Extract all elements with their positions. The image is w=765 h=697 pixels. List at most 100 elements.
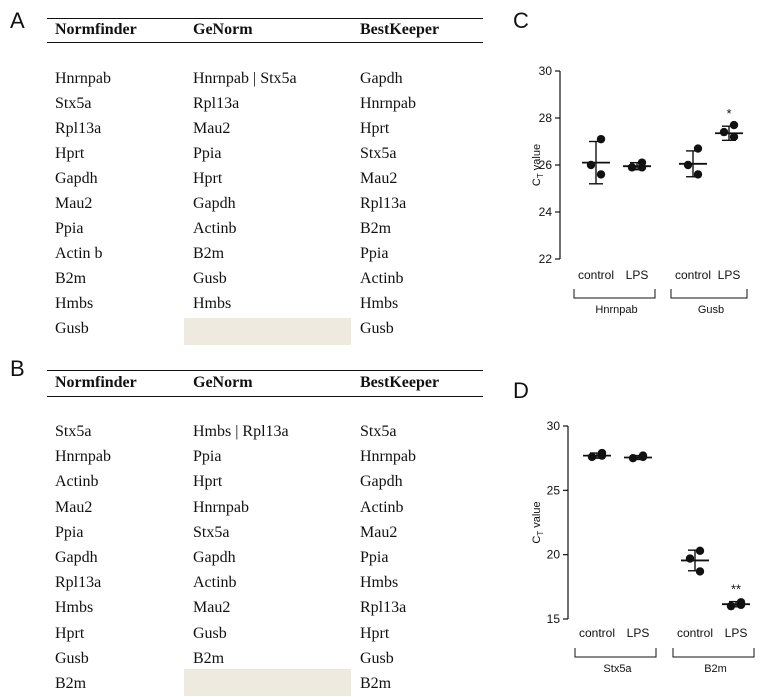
panel-label-c: C <box>513 8 529 33</box>
data-point <box>637 163 647 172</box>
table-a-cell: Hmbs <box>360 295 399 312</box>
table-a-cell: B2m <box>55 270 87 287</box>
data-point <box>586 160 596 170</box>
table-b-cell: Hprt <box>360 624 390 642</box>
data-point <box>596 170 606 179</box>
table-b: Normfinder GeNorm BestKeeper Stx5a Hnrnpa… <box>47 362 483 696</box>
table-b-cell: Mau2 <box>55 498 93 516</box>
table-a-cell: Stx5a <box>360 145 397 162</box>
table-b-cell: B2m <box>55 675 87 692</box>
y-tick-label: 22 <box>539 252 553 266</box>
group-bracket <box>670 289 748 299</box>
group-bracket <box>573 289 656 299</box>
table-a-cell: Gapdh <box>193 195 236 212</box>
panel-label-a: A <box>10 8 25 33</box>
chart-d: 15 20 25 30 CT value ** control LPS control LPS St… <box>531 419 755 675</box>
table-a-cell: Hnrnpab <box>360 95 416 112</box>
table-a-cell: Mau2 <box>193 120 231 137</box>
table-b-cell: Hmbs <box>360 574 399 592</box>
y-tick-label: 30 <box>547 419 561 433</box>
table-b-cell: Stx5a <box>193 523 230 541</box>
y-axis-label: CT value <box>531 501 545 543</box>
data-point <box>693 170 703 179</box>
table-a-cell: Actinb <box>360 270 404 287</box>
table-b-cell: Hprt <box>55 624 85 642</box>
group-bracket <box>672 648 755 658</box>
data-point <box>729 132 739 141</box>
table-a-cell: Gusb <box>360 320 394 337</box>
y-tick-label: 30 <box>539 64 553 78</box>
y-tick-label: 15 <box>547 612 561 626</box>
table-a-header-genorm: GeNorm <box>193 21 253 38</box>
table-a-cell: Gusb <box>55 320 89 337</box>
table-b-cell: Ppia <box>193 448 222 466</box>
table-b-cell: Gapdh <box>55 549 98 566</box>
table-b-header-normfinder: Normfinder <box>55 374 137 391</box>
category-label: LPS <box>627 626 650 640</box>
group-label: Gusb <box>698 304 724 316</box>
table-b-empty-cell <box>184 669 351 696</box>
table-b-cell: Hmbs | Rpl13a <box>193 423 289 440</box>
table-a: Normfinder GeNorm BestKeeper Hnrnpab Stx5… <box>47 14 483 345</box>
group-label: Hnrnpab <box>595 304 637 316</box>
data-point <box>638 452 648 462</box>
data-point <box>597 451 607 460</box>
y-tick-label: 24 <box>539 205 553 219</box>
table-a-cell: Hmbs <box>55 295 94 312</box>
table-a-header-bestkeeper: BestKeeper <box>360 21 440 38</box>
table-b-cell: B2m <box>360 675 392 692</box>
data-point <box>627 163 637 172</box>
panel-label-b: B <box>10 356 25 381</box>
table-b-cell: Hnrnpab <box>360 448 416 466</box>
category-label: LPS <box>626 268 649 282</box>
table-a-cell: Mau2 <box>360 170 398 187</box>
table-a-cell: Ppia <box>55 220 84 237</box>
table-a-cell: Hnrnpab <box>55 70 111 87</box>
table-b-cell: Hmbs <box>55 599 94 617</box>
table-b-header-genorm: GeNorm <box>193 374 253 391</box>
y-tick-label: 20 <box>547 548 561 562</box>
table-a-cell: B2m <box>360 220 392 237</box>
table-b-cell: Actinb <box>55 473 99 491</box>
table-a-cell: Hnrnpab | Stx5a <box>193 70 297 87</box>
table-b-cell: Rpl13a <box>360 599 407 617</box>
significance-label: * <box>726 106 731 121</box>
group-bracket <box>574 648 657 658</box>
y-axis-label: CT value <box>531 144 545 186</box>
table-a-cell: Rpl13a <box>193 95 240 112</box>
table-a-cell: Gapdh <box>360 70 403 87</box>
table-b-cell: Ppia <box>55 523 84 541</box>
table-a-cell: Hprt <box>193 170 223 187</box>
chart-c: 22 24 26 28 30 CT value * control LPS control LPS H… <box>531 64 748 316</box>
table-a-cell: Hmbs <box>193 295 232 312</box>
data-point <box>695 567 705 576</box>
table-a-cell: Hprt <box>55 145 85 162</box>
category-label: control <box>579 626 615 640</box>
significance-label: ** <box>731 582 741 597</box>
table-a-cell: Stx5a <box>55 95 92 112</box>
table-b-cell: Actinb <box>193 574 237 592</box>
table-b-cell: Actinb <box>360 498 404 516</box>
y-tick-label: 26 <box>539 158 553 172</box>
category-label: control <box>677 626 713 640</box>
y-tick-label: 28 <box>539 111 553 125</box>
data-point <box>587 452 597 462</box>
table-a-cell: Gapdh <box>55 170 98 187</box>
table-b-header-rule <box>47 396 483 397</box>
category-label: control <box>578 268 614 282</box>
data-point <box>685 554 695 563</box>
table-a-top-rule <box>47 18 483 19</box>
table-a-cell: Ppia <box>193 145 222 162</box>
table-b-cell: Gapdh <box>360 473 403 491</box>
table-a-cell: Rpl13a <box>360 195 407 212</box>
table-a-empty-cell <box>184 318 351 345</box>
data-point <box>683 160 693 170</box>
table-b-header-bestkeeper: BestKeeper <box>360 374 440 391</box>
table-a-cell: Gusb <box>193 270 227 287</box>
data-point <box>729 120 739 130</box>
table-b-cell: B2m <box>193 649 225 667</box>
category-label: LPS <box>718 268 741 282</box>
group-label: Stx5a <box>603 663 632 675</box>
data-point <box>596 134 606 144</box>
table-b-cell: Hnrnpab <box>193 498 249 516</box>
